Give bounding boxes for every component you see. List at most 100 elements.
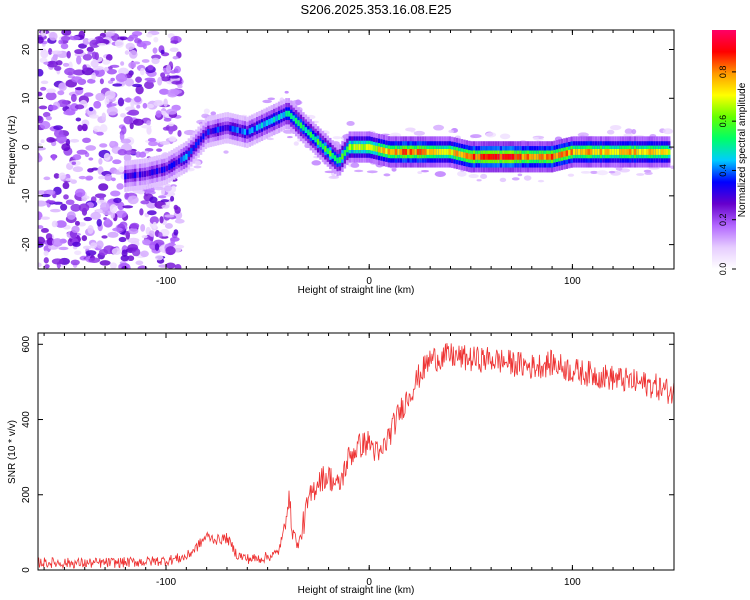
spectrogram-cell: [65, 178, 73, 182]
colorbar-tick-label: 0.2: [718, 213, 728, 226]
spectrogram-cell: [96, 131, 104, 136]
spectrogram-cell: [55, 220, 67, 228]
spectrogram-cell: [419, 149, 422, 155]
snr-x-tick-label: -100: [156, 577, 176, 588]
spectrogram-cell: [74, 250, 82, 256]
spectrogram-cell: [668, 149, 671, 155]
spectrogram-cell: [280, 113, 283, 119]
spectrogram-cell: [548, 153, 551, 160]
spectrogram-cell: [70, 259, 80, 266]
spectrogram-cell: [436, 149, 439, 155]
spectrogram-cell: [117, 97, 125, 107]
spectrogram-cell: [262, 99, 272, 104]
spectrogram-cell: [118, 67, 129, 75]
spectrogram-cell: [565, 150, 569, 157]
spectrogram-cell: [485, 153, 488, 160]
spectrogram-cell: [390, 149, 393, 155]
spectrogram-cell: [417, 171, 423, 175]
spectrogram-cell: [99, 124, 108, 133]
spectrogram-cell: [160, 199, 170, 203]
spectrogram-cell: [96, 208, 103, 213]
spectrogram-cell: [120, 254, 130, 262]
snr-x-tick-label: 100: [564, 577, 581, 588]
spectrogram-cell: [229, 125, 232, 132]
colorbar-label: Normalized spectral amplitude: [737, 82, 748, 217]
spectrogram-cell: [333, 155, 337, 162]
spectrogram-cell: [463, 152, 466, 159]
spectrogram-cell: [128, 61, 137, 69]
spectrogram-cell: [331, 152, 334, 159]
spectrogram-cell: [585, 149, 588, 155]
spectrogram-cell: [538, 153, 542, 160]
spectrogram-cell: [51, 258, 64, 265]
figure-title: S206.2025.353.16.08.E25: [300, 2, 451, 17]
spectrogram-cell: [460, 151, 464, 158]
spectrogram-cell: [402, 149, 405, 155]
spectrogram-cell: [163, 166, 166, 173]
spectrogram-cell: [38, 154, 43, 163]
spectrogram-cell: [39, 121, 51, 130]
spectrogram-cell: [78, 30, 85, 39]
spectrogram-cell: [100, 202, 110, 211]
spectrogram-cell: [116, 183, 124, 190]
spectrogram-cell: [164, 223, 173, 229]
spectrogram-cell: [168, 122, 174, 127]
spectrogram-cell: [282, 111, 286, 118]
spectrogram-y-tick-label: 0: [21, 144, 32, 150]
spectrogram-cell: [354, 169, 364, 173]
spectrogram-cell: [74, 49, 84, 55]
spectrogram-cell: [332, 136, 342, 140]
spectrogram-cell: [72, 166, 84, 173]
spectrogram-cell: [368, 144, 371, 150]
spectrogram-cell: [550, 153, 554, 160]
spectrogram-cell: [42, 111, 51, 118]
spectrogram-cell: [82, 64, 88, 72]
spectrogram-cell: [74, 188, 86, 198]
spectrogram-cell: [158, 167, 161, 174]
spectrogram-cell: [76, 55, 82, 65]
spectrogram-cell: [152, 221, 157, 230]
spectrogram-cell: [51, 238, 63, 247]
snr-y-tick-label: 200: [21, 486, 32, 503]
spectrogram-cell: [477, 153, 481, 160]
spectrogram-cell: [68, 61, 73, 70]
spectrogram-cell: [126, 173, 130, 179]
snr-y-tick-label: 400: [21, 411, 32, 428]
spectrogram-cell: [353, 144, 356, 150]
spectrogram-cell: [81, 197, 88, 202]
spectrogram-cell: [414, 149, 417, 155]
spectrogram-cell: [124, 150, 136, 155]
spectrogram-cell: [363, 144, 366, 150]
spectrogram-cell: [140, 250, 149, 258]
spectrogram-cell: [121, 266, 128, 269]
spectrogram-cell: [60, 203, 68, 211]
spectrogram-cell: [134, 96, 142, 103]
spectrogram-cell: [350, 162, 360, 168]
spectrogram-cell: [40, 216, 50, 220]
spectrogram-cell: [324, 145, 327, 152]
spectrogram-cell: [114, 39, 124, 48]
spectrogram-cell: [210, 111, 217, 116]
spectrogram-cell: [433, 124, 445, 131]
snr-series-line: [38, 343, 674, 570]
spectrogram-cell: [485, 132, 497, 138]
spectrogram-cell: [45, 116, 52, 121]
spectrogram-cell: [101, 112, 107, 121]
spectrogram-cell: [316, 138, 320, 145]
spectrogram-cell: [72, 154, 82, 161]
spectrogram-cell: [99, 143, 108, 148]
spectrogram-cell: [563, 150, 566, 157]
spectrogram-cell: [226, 124, 230, 131]
spectrogram-cell: [194, 160, 201, 166]
spectrogram-cell: [39, 57, 48, 63]
spectrogram-cell: [648, 167, 660, 170]
spectrogram-cell: [258, 123, 261, 130]
spectrogram-cell: [504, 153, 508, 160]
spectrogram-cell: [48, 47, 53, 55]
spectrogram-cell: [152, 47, 158, 54]
spectrogram-cell: [117, 149, 127, 156]
spectrogram-cell: [38, 225, 44, 229]
spectrogram-cell: [468, 173, 479, 179]
spectrogram-cell: [177, 158, 181, 165]
spectrogram-cell: [499, 133, 511, 140]
